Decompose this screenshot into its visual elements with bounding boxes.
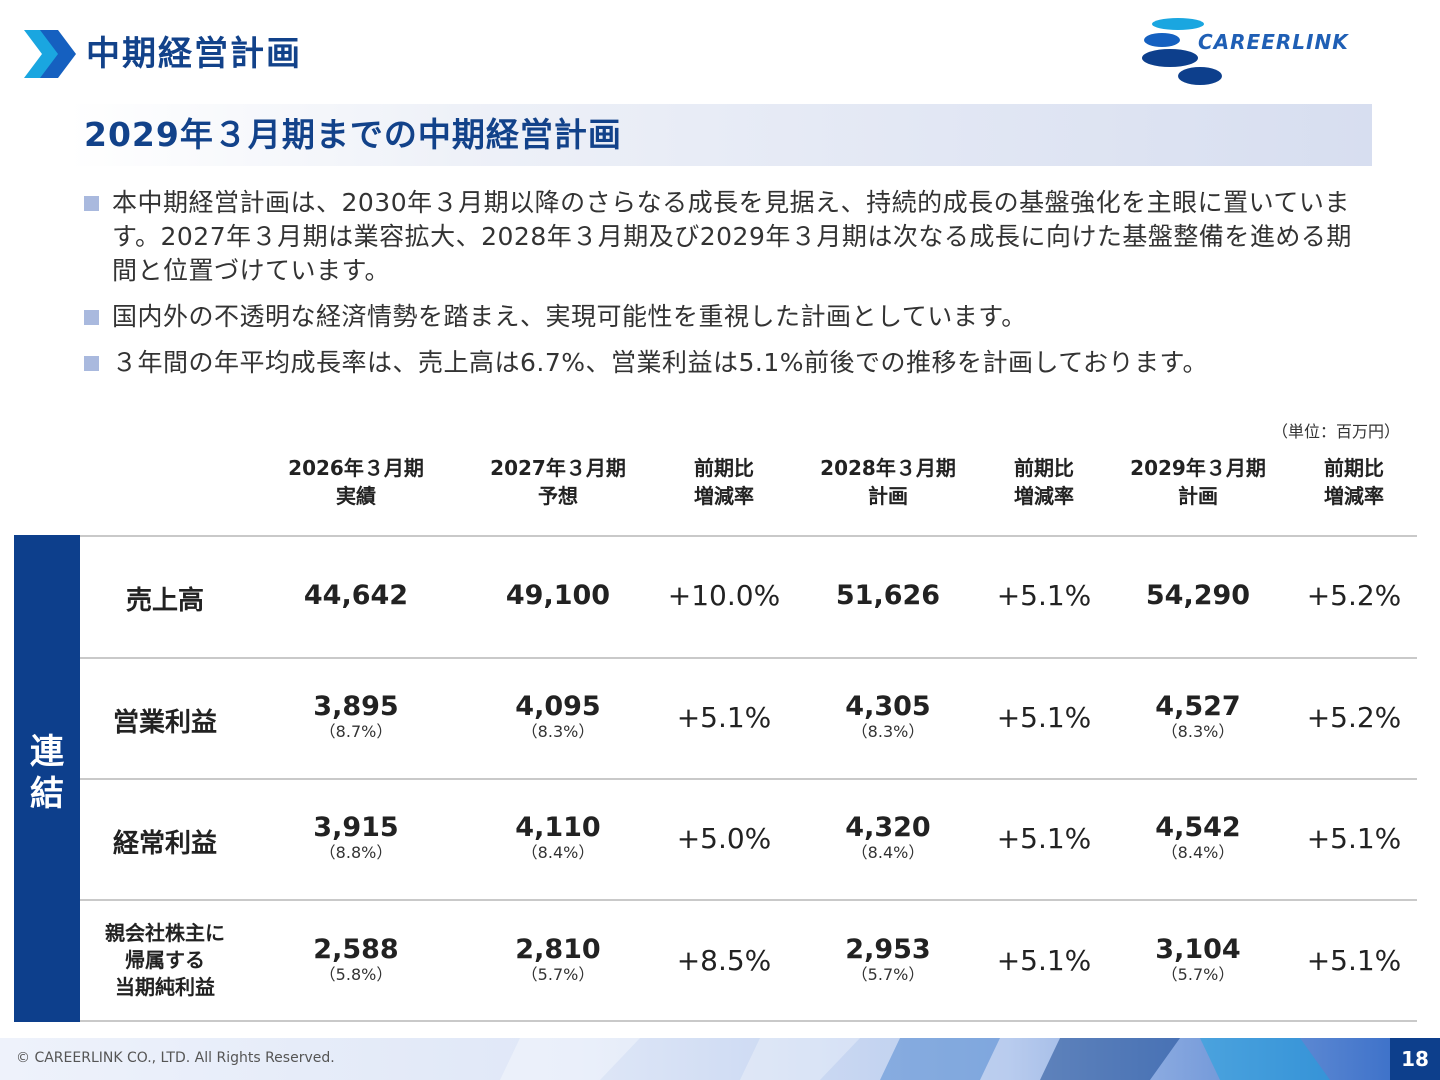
yoy-cell: +10.0%: [667, 579, 781, 612]
bullet-item: ３年間の年平均成長率は、売上高は6.7%、営業利益は5.1%前後での推移を計画し…: [84, 346, 1374, 380]
column-header-2026-actual: 2026年３月期 実績: [288, 456, 424, 508]
table-divider: [80, 657, 1417, 659]
value-cell: 49,100: [505, 580, 611, 611]
value-cell: 3,895: [313, 691, 399, 722]
table-divider: [80, 899, 1417, 901]
margin-cell: （8.4%）: [851, 843, 925, 862]
yoy-cell: +5.1%: [676, 701, 772, 734]
bullet-item: 本中期経営計画は、2030年３月期以降のさらなる成長を見据え、持続的成長の基盤強…: [84, 186, 1374, 288]
value-cell: 4,527: [1155, 691, 1241, 722]
column-header-yoy: 前期比 増減率: [1014, 456, 1074, 508]
logo-text: CAREERLINK: [1198, 30, 1349, 54]
yoy-cell: +8.5%: [676, 944, 772, 977]
value-cell: 51,626: [835, 580, 941, 611]
copyright: © CAREERLINK CO., LTD. All Rights Reserv…: [16, 1050, 335, 1066]
bullet-list: 本中期経営計画は、2030年３月期以降のさらなる成長を見据え、持続的成長の基盤強…: [84, 186, 1374, 392]
bullet-square-icon: [84, 356, 99, 371]
value-cell: 3,915: [313, 812, 399, 843]
yoy-cell: +5.1%: [1306, 822, 1402, 855]
side-label-text: 連 結: [30, 732, 64, 814]
margin-cell: （8.4%）: [521, 843, 595, 862]
yoy-cell: +5.1%: [996, 579, 1092, 612]
margin-cell: （8.3%）: [1161, 722, 1235, 741]
value-cell: 4,110: [515, 812, 601, 843]
yoy-cell: +5.2%: [1306, 579, 1402, 612]
value-cell: 54,290: [1145, 580, 1251, 611]
row-label: 営業利益: [112, 708, 217, 738]
bullet-item: 国内外の不透明な経済情勢を踏まえ、実現可能性を重視した計画としています。: [84, 300, 1374, 334]
yoy-cell: +5.0%: [676, 822, 772, 855]
yoy-cell: +5.1%: [1306, 944, 1402, 977]
column-header-yoy: 前期比 増減率: [694, 456, 754, 508]
row-label: 経常利益: [112, 829, 217, 859]
value-cell: 2,953: [845, 934, 931, 965]
value-cell: 3,104: [1155, 934, 1241, 965]
page-number: 18: [1390, 1038, 1440, 1080]
margin-cell: （8.3%）: [851, 722, 925, 741]
value-cell: 4,095: [515, 691, 601, 722]
table-divider: [80, 1020, 1417, 1022]
value-cell: 4,305: [845, 691, 931, 722]
bullet-square-icon: [84, 196, 99, 211]
page-title: 中期経営計画: [86, 34, 302, 74]
yoy-cell: +5.2%: [1306, 701, 1402, 734]
value-cell: 2,810: [515, 934, 601, 965]
bullet-text: ３年間の年平均成長率は、売上高は6.7%、営業利益は5.1%前後での推移を計画し…: [112, 348, 1209, 377]
margin-cell: （5.7%）: [851, 965, 925, 984]
table-divider: [80, 778, 1417, 780]
footer-decoration-icon: [500, 1038, 1330, 1080]
table-divider: [80, 535, 1417, 537]
section-banner: 2029年３月期までの中期経営計画: [68, 104, 1372, 166]
yoy-cell: +5.1%: [996, 701, 1092, 734]
yoy-cell: +5.1%: [996, 822, 1092, 855]
value-cell: 4,542: [1155, 812, 1241, 843]
bullet-text: 国内外の不透明な経済情勢を踏まえ、実現可能性を重視した計画としています。: [112, 302, 1027, 331]
margin-cell: （5.8%）: [319, 965, 393, 984]
column-header-yoy: 前期比 増減率: [1324, 456, 1384, 508]
margin-cell: （8.4%）: [1161, 843, 1235, 862]
bullet-text: 本中期経営計画は、2030年３月期以降のさらなる成長を見据え、持続的成長の基盤強…: [112, 188, 1352, 285]
column-header-2029-plan: 2029年３月期 計画: [1130, 456, 1266, 508]
footer: © CAREERLINK CO., LTD. All Rights Reserv…: [0, 1038, 1440, 1080]
column-header-2028-plan: 2028年３月期 計画: [820, 456, 956, 508]
company-logo: CAREERLINK: [1140, 16, 1380, 90]
unit-note: （単位：百万円）: [1271, 422, 1400, 441]
column-header-2027-forecast: 2027年３月期 予想: [490, 456, 626, 508]
value-cell: 2,588: [313, 934, 399, 965]
margin-cell: （5.7%）: [521, 965, 595, 984]
value-cell: 44,642: [303, 580, 409, 611]
row-label: 親会社株主に 帰属する 当期純利益: [105, 921, 225, 999]
logo-ellipses-icon: [1142, 18, 1222, 85]
bullet-square-icon: [84, 310, 99, 325]
chevron-right-icon: [24, 30, 76, 78]
margin-cell: （8.8%）: [319, 843, 393, 862]
section-title: 2029年３月期までの中期経営計画: [84, 115, 622, 154]
consolidated-side-label: 連 結: [14, 535, 80, 1022]
value-cell: 4,320: [845, 812, 931, 843]
margin-cell: （8.3%）: [521, 722, 595, 741]
yoy-cell: +5.1%: [996, 944, 1092, 977]
margin-cell: （8.7%）: [319, 722, 393, 741]
row-label: 売上高: [125, 586, 204, 616]
margin-cell: （5.7%）: [1161, 965, 1235, 984]
